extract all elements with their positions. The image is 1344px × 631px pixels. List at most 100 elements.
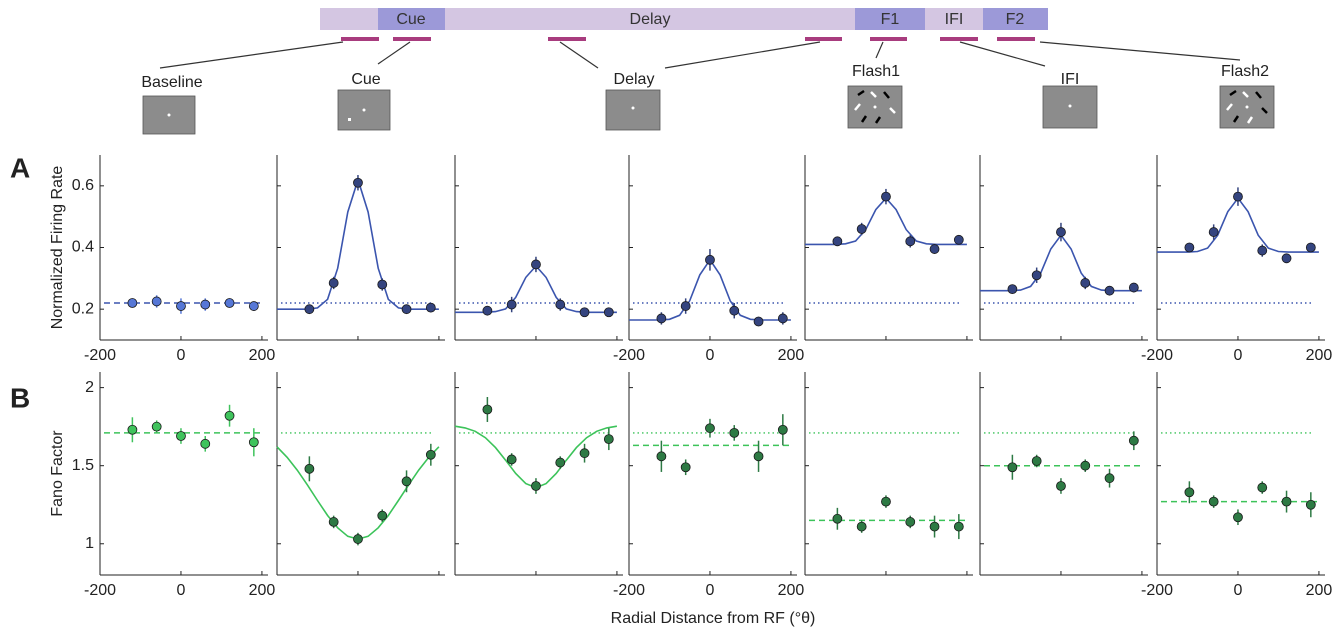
data-point	[176, 432, 185, 441]
data-point	[531, 481, 540, 490]
panel: -200 0 200	[613, 155, 804, 364]
data-point	[305, 305, 314, 314]
x-tick-label: 0	[706, 347, 715, 364]
data-point	[657, 314, 666, 323]
data-point	[483, 405, 492, 414]
fit-curve	[277, 447, 439, 539]
data-point	[954, 522, 963, 531]
data-point	[225, 299, 234, 308]
data-point	[378, 280, 387, 289]
x-tick-label: 0	[1234, 347, 1243, 364]
data-point	[329, 278, 338, 287]
data-point	[604, 308, 613, 317]
data-point	[1032, 271, 1041, 280]
y-tick-label: 0.2	[72, 300, 94, 317]
y-tick-label: 0.6	[72, 177, 94, 194]
data-point	[483, 306, 492, 315]
data-point	[1056, 481, 1065, 490]
data-point	[778, 425, 787, 434]
data-point	[604, 435, 613, 444]
timeline-label: F1	[881, 11, 900, 28]
x-tick-label: 200	[1306, 582, 1333, 599]
fit-curve	[980, 235, 1142, 291]
data-point	[833, 237, 842, 246]
data-point	[930, 522, 939, 531]
panel	[805, 155, 973, 340]
x-tick-label: 0	[177, 347, 186, 364]
timeline: Cue Delay F1 IFI F2 Baseline Cue Delay F…	[141, 8, 1274, 134]
timeline-label: F2	[1006, 11, 1025, 28]
data-point	[556, 458, 565, 467]
data-point	[778, 314, 787, 323]
data-point	[730, 306, 739, 315]
data-point	[1282, 254, 1291, 263]
data-point	[1306, 500, 1315, 509]
y-axis-label: Fano Factor	[49, 430, 66, 517]
data-point	[128, 425, 137, 434]
data-point	[1185, 488, 1194, 497]
data-point	[353, 535, 362, 544]
panel	[277, 155, 445, 340]
data-point	[152, 297, 161, 306]
data-point	[1081, 278, 1090, 287]
data-point	[705, 255, 714, 264]
x-tick-label: 200	[778, 582, 805, 599]
connectors	[160, 42, 1240, 68]
data-point	[754, 317, 763, 326]
y-tick-label: 1.5	[72, 457, 94, 474]
data-point	[305, 464, 314, 473]
data-point	[857, 522, 866, 531]
x-axis-label: Radial Distance from RF (°θ)	[611, 610, 816, 627]
data-point	[1129, 283, 1138, 292]
data-point	[657, 452, 666, 461]
data-point	[507, 300, 516, 309]
data-point	[556, 300, 565, 309]
data-point	[1233, 192, 1242, 201]
data-point	[881, 192, 890, 201]
x-tick-label: 200	[778, 347, 805, 364]
data-point	[507, 455, 516, 464]
fit-curve	[277, 180, 439, 310]
data-point	[1129, 436, 1138, 445]
x-tick-label: -200	[613, 347, 645, 364]
data-point	[833, 514, 842, 523]
data-point	[402, 477, 411, 486]
data-point	[1233, 513, 1242, 522]
x-tick-label: 200	[249, 347, 276, 364]
figure: Cue Delay F1 IFI F2 Baseline Cue Delay F…	[0, 0, 1344, 631]
data-point	[881, 497, 890, 506]
stimulus-thumbnails	[143, 86, 1274, 134]
data-point	[1105, 474, 1114, 483]
epoch-label: Delay	[614, 71, 655, 88]
x-tick-label: -200	[84, 347, 116, 364]
y-axis-label: Normalized Firing Rate	[49, 166, 66, 330]
epoch-windows	[341, 37, 1035, 41]
data-point	[176, 302, 185, 311]
y-tick-label: 1	[85, 535, 94, 552]
data-point	[580, 449, 589, 458]
epoch-label: Baseline	[141, 74, 202, 91]
data-point	[152, 422, 161, 431]
y-tick-label: 2	[85, 379, 94, 396]
data-point	[1185, 243, 1194, 252]
panel: 0.2 0.4 0.6 -200 0 200	[72, 155, 276, 364]
panel: 11.52-2000200	[72, 372, 276, 599]
timeline-label: Delay	[630, 11, 671, 28]
data-point	[1032, 457, 1041, 466]
data-point	[1008, 463, 1017, 472]
data-point	[426, 450, 435, 459]
panel	[805, 372, 973, 575]
data-point	[1081, 461, 1090, 470]
data-point	[249, 438, 258, 447]
data-point	[906, 237, 915, 246]
data-point	[1209, 497, 1218, 506]
epoch-label: Cue	[351, 71, 380, 88]
epoch-label: Flash2	[1221, 63, 1269, 80]
data-point	[402, 305, 411, 314]
data-point	[201, 300, 210, 309]
y-tick-label: 0.4	[72, 239, 94, 256]
data-point	[201, 439, 210, 448]
panel-letter: B	[10, 382, 30, 413]
panel	[455, 155, 623, 340]
